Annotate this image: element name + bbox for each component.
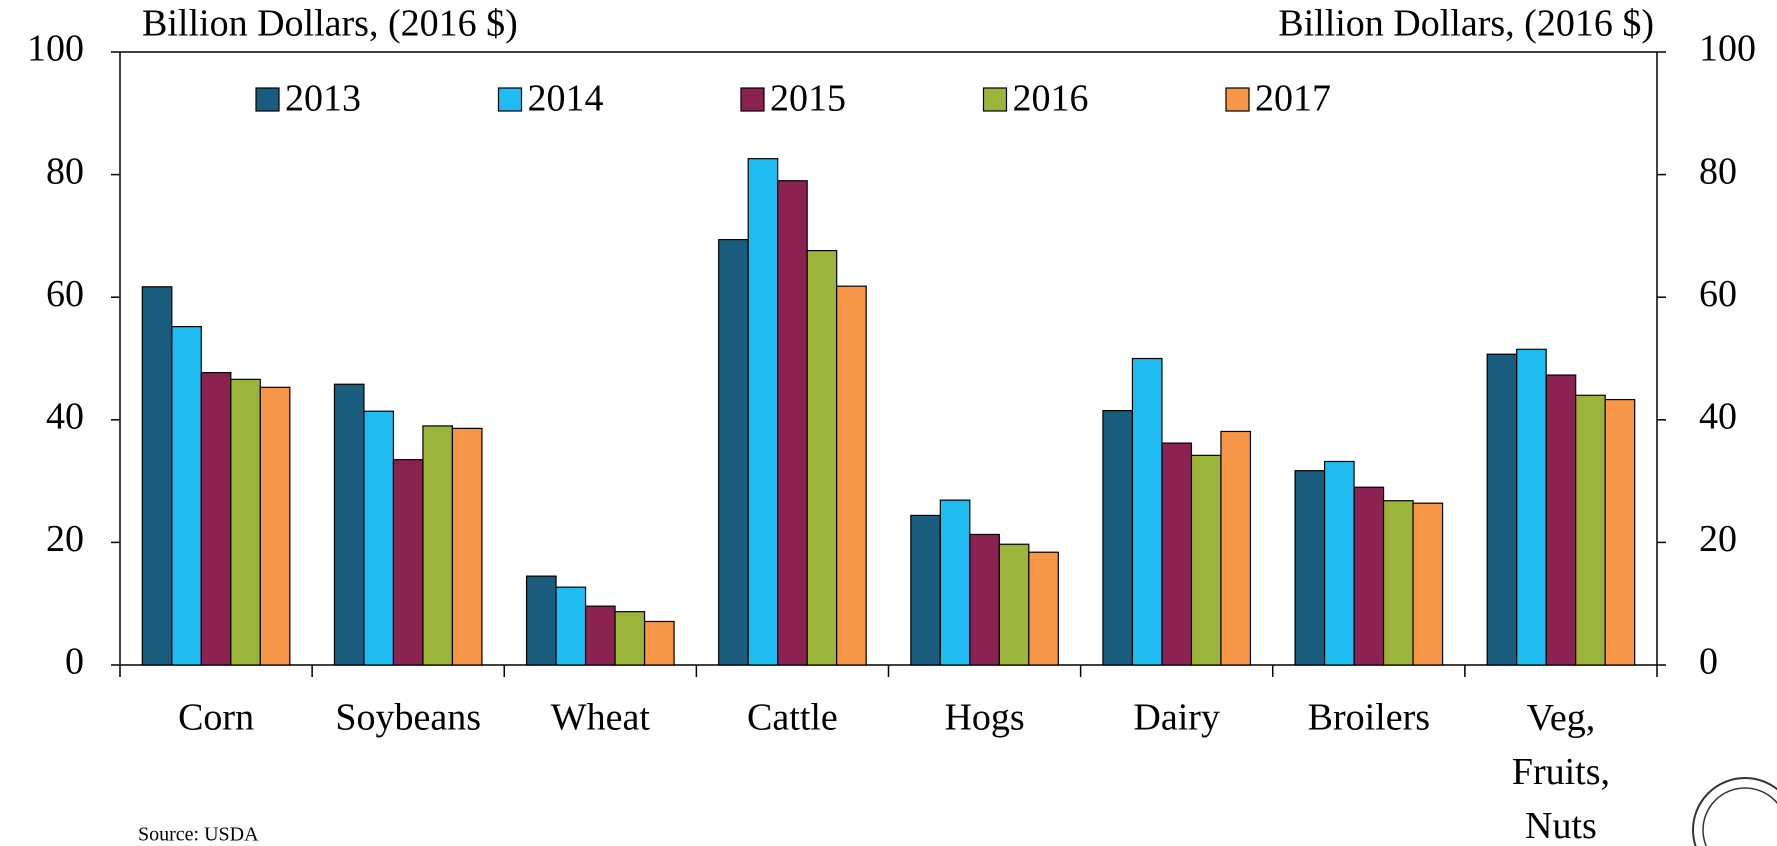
bar [614,611,646,666]
bar [1604,398,1636,666]
bar [1575,394,1606,666]
bar [806,250,838,666]
x-tick-label: Wheat [551,697,651,739]
x-tick-label: Veg, Fruits, Nuts [1512,697,1610,846]
y-tick-label: 100 [27,28,84,70]
bar [1353,486,1385,666]
bar [910,514,941,666]
legend-swatch [1225,87,1250,112]
bar [333,383,365,666]
bar [836,285,867,666]
y-tick-label: 40 [46,396,84,438]
bar [1323,460,1355,666]
y2-tick-label: 60 [1699,273,1737,315]
bar [643,620,675,666]
y-axis-title: Billion Dollars, (2016 $) [142,3,518,45]
x-tick-label: Hogs [944,697,1024,739]
legend-swatch [497,87,523,112]
bar [1028,551,1059,666]
bar [1294,470,1326,666]
y-tick-label: 60 [46,273,84,315]
x-tick-label: Broilers [1308,697,1430,739]
bar [998,543,1030,666]
bar [1516,348,1547,666]
bar [747,158,779,666]
y2-axis-title: Billion Dollars, (2016 $) [1278,3,1654,45]
bar [230,378,261,666]
x-tick-label: Soybeans [335,697,481,739]
y-tick-label: 80 [46,150,84,192]
bar [777,180,808,666]
legend-label: 2016 [1013,78,1089,120]
legend-label: 2014 [528,78,604,120]
bar [422,425,454,666]
bar [259,386,291,666]
bar [555,586,587,666]
bar [1412,502,1444,666]
legend-swatch [740,87,765,112]
bar [939,499,971,666]
legend-swatch [255,87,280,112]
legend-swatch [982,87,1008,112]
bar [141,286,173,666]
bar [718,238,749,666]
bar [1190,454,1222,666]
bar [1131,357,1163,666]
bar [1102,410,1134,666]
bar [1486,353,1518,666]
bar [1220,430,1252,666]
x-tick-label: Dairy [1133,697,1220,739]
legend-label: 2013 [285,78,361,120]
bar [451,427,483,666]
y-tick-label: 0 [65,641,84,683]
bar [525,575,557,666]
bar [363,410,395,666]
y2-tick-label: 100 [1699,28,1756,70]
legend-label: 2017 [1255,78,1331,120]
y2-tick-label: 0 [1699,641,1718,683]
bar [1545,374,1577,666]
bar [969,533,1000,666]
bar [392,459,424,666]
y2-tick-label: 40 [1699,396,1737,438]
x-tick-label: Cattle [747,697,838,739]
bar [1382,500,1414,666]
bar [171,326,202,666]
y-tick-label: 20 [46,518,84,560]
logo [1692,777,1777,846]
bar [200,371,232,666]
source-note: Source: USDA [138,824,259,846]
legend-label: 2015 [770,78,846,120]
x-tick-label: Corn [178,697,254,739]
y2-tick-label: 80 [1699,150,1737,192]
y2-tick-label: 20 [1699,518,1737,560]
bar [1161,442,1193,666]
bar [584,605,616,666]
